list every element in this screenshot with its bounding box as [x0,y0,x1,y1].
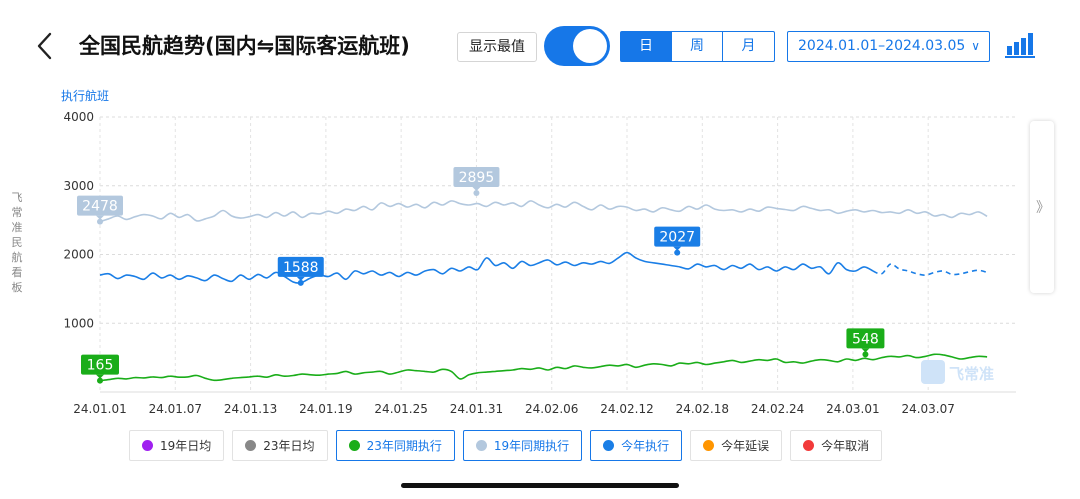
extreme-point [674,249,681,256]
legend-item[interactable]: 今年取消 [790,430,883,461]
x-tick-label: 24.01.07 [149,402,202,416]
legend-dot-icon [142,440,153,451]
extreme-label-pointer [472,186,481,191]
extreme-point [473,189,480,196]
legend-item[interactable]: 今年执行 [590,430,683,461]
trend-chart: 1000 2000 3000 4000 24.01.01 24.01.07 24.01.13… [63,110,1016,416]
bar-chart-icon[interactable] [1005,32,1035,58]
tab-month[interactable]: 月 [741,38,756,54]
y-tick-label: 1000 [63,316,94,330]
watermark [921,360,945,384]
extreme-label-text: 2027 [659,230,695,246]
x-tick-label: 24.01.25 [374,402,427,416]
extreme-point [97,377,103,384]
legend-dot-icon [603,440,615,451]
y-axis-title: 执行航班 [61,89,110,103]
y-tick-label: 2000 [63,248,94,262]
chevron-down-icon: ∨ [971,39,980,53]
extreme-label-text: 165 [87,358,114,374]
legend-label: 23年日均 [263,439,315,453]
legend-item[interactable]: 23年同期执行 [335,430,455,461]
date-range-select[interactable]: 2024.01.01–2024.03.05 ∨ [787,31,990,62]
side-expand-handle[interactable]: 》 [1030,121,1054,293]
legend-label: 19年日均 [160,439,212,453]
legend-item[interactable]: 23年日均 [232,430,328,461]
series-0-line [99,200,988,223]
legend-dot-icon [348,440,360,451]
show-extreme-toggle[interactable] [544,26,610,66]
legend-label: 23年同期执行 [366,439,442,453]
watermark-text: 飞常准 [949,365,994,383]
extreme-label-pointer [296,276,305,281]
legend-label: 19年同期执行 [493,439,570,453]
x-tick-label: 24.01.01 [73,402,126,416]
extreme-point [297,279,304,286]
x-tick-label: 24.03.07 [901,402,954,416]
extreme-label-box [77,195,123,216]
home-indicator [401,483,679,488]
extreme-label-pointer [861,348,870,353]
extreme-label-text: 548 [852,331,879,347]
extreme-label-pointer [673,246,682,251]
extreme-point [862,351,869,358]
legend-dot-icon [703,440,715,451]
x-tick-label: 24.01.19 [299,402,352,416]
header: 全国民航趋势(国内⇋国际客运航班) 显示最值 日 周 月 2024.01.01–… [0,0,1080,95]
extreme-label-text: 1588 [283,260,319,276]
double-chevron-right-icon: 》 [1036,200,1050,216]
series-2-line [99,353,988,382]
x-tick-label: 24.01.31 [450,402,503,416]
x-tick-label: 24.02.18 [676,402,729,416]
watermark-plane-icon [921,360,945,384]
y-tick-label: 3000 [63,179,94,193]
y-tick-label: 4000 [63,110,94,124]
toggle-knob [573,29,607,63]
page-title: 全国民航趋势(国内⇋国际客运航班) [79,34,410,58]
legend-dot-icon [475,440,487,451]
legend-item[interactable]: 19年同期执行 [462,430,583,461]
extreme-label-text: 2895 [459,170,495,186]
extreme-label-box [654,226,701,247]
back-arrow-icon[interactable] [30,28,60,64]
extreme-label-pointer [96,215,104,220]
extreme-label-pointer [96,374,104,379]
legend: 19年日均 23年日均 23年同期执行 19年同期执行 今年执行 今年延误 今年取消 [129,430,883,461]
tab-week[interactable]: 周 [672,32,723,61]
series-1-projection-line [872,263,988,276]
legend-item[interactable]: 今年延误 [690,430,783,461]
x-tick-label: 24.02.12 [600,402,653,416]
extreme-label-box [846,328,885,349]
series-1-line [99,251,874,284]
period-tabs: 日 周 月 [620,31,775,62]
extreme-point [97,218,103,225]
x-tick-label: 24.02.06 [525,402,578,416]
extreme-label-box [277,256,324,277]
legend-item[interactable]: 19年日均 [129,430,225,461]
legend-label: 今年延误 [721,439,770,453]
tab-day[interactable]: 日 [621,32,672,61]
x-tick-label: 24.02.24 [751,402,804,416]
show-extreme-label[interactable]: 显示最值 [457,32,537,62]
date-range-value: 2024.01.01–2024.03.05 [798,38,966,54]
x-tick-label: 24.03.01 [826,402,879,416]
legend-dot-icon [803,440,815,451]
legend-label: 今年取消 [821,439,870,453]
legend-dot-icon [245,440,257,451]
legend-label: 今年执行 [621,439,670,453]
x-tick-label: 24.01.13 [224,402,277,416]
extreme-label-text: 2478 [82,199,118,215]
side-watermark: 飞常准民航看板 [11,191,23,294]
extreme-label-box [81,354,119,375]
extreme-label-box [453,166,500,187]
